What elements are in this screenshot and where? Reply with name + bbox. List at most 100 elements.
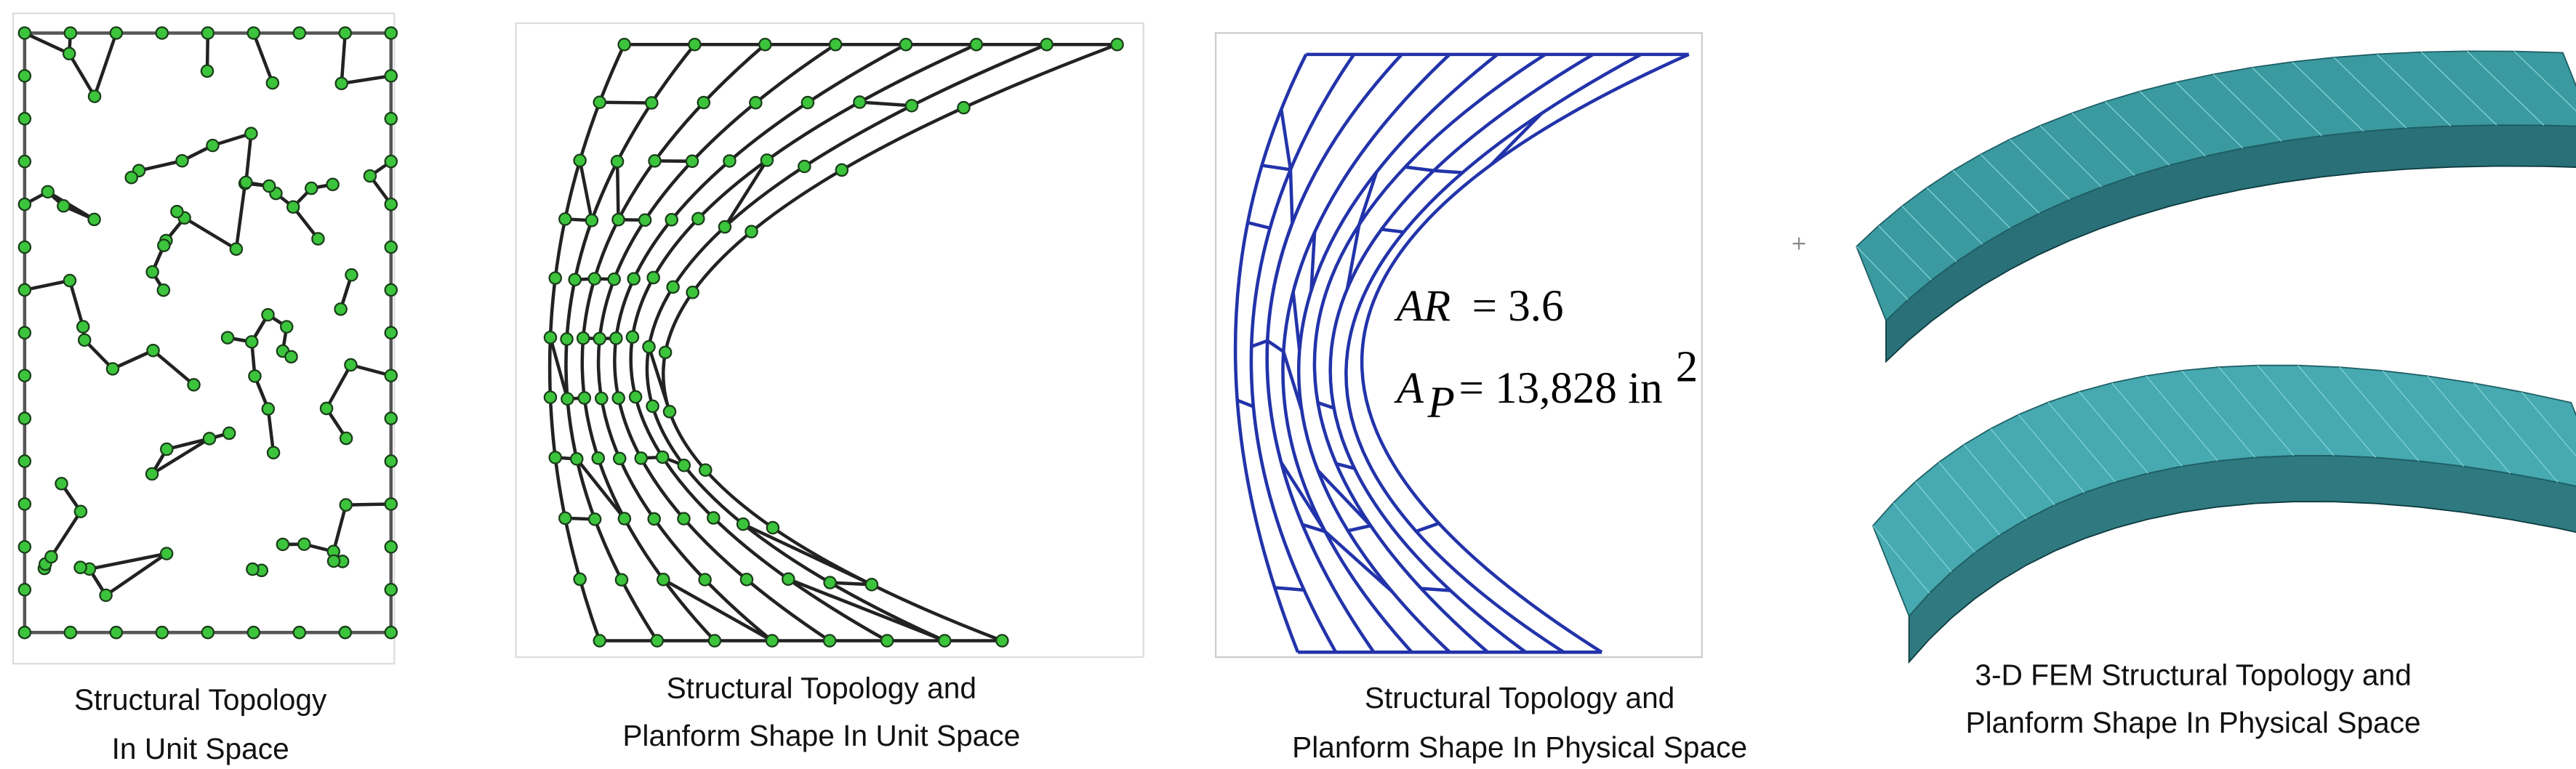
node bbox=[707, 634, 722, 648]
edge bbox=[2297, 365, 2376, 458]
equation-value: = 3.6 bbox=[1472, 282, 1564, 331]
edge bbox=[152, 349, 196, 387]
edge bbox=[244, 133, 253, 183]
node bbox=[170, 204, 184, 219]
edge bbox=[1236, 398, 1254, 408]
node bbox=[594, 391, 609, 406]
edge bbox=[92, 32, 119, 97]
node bbox=[76, 320, 90, 334]
node bbox=[229, 242, 244, 256]
edge bbox=[89, 552, 167, 571]
edge bbox=[1415, 521, 1440, 534]
edge bbox=[266, 408, 276, 454]
edge bbox=[2473, 382, 2559, 483]
node bbox=[760, 153, 774, 167]
node bbox=[266, 446, 281, 460]
node bbox=[17, 625, 32, 640]
node bbox=[155, 26, 169, 40]
node bbox=[736, 517, 750, 531]
edge bbox=[2181, 370, 2255, 458]
caption: 3-D FEM Structural Topology and bbox=[1975, 659, 2411, 692]
node bbox=[261, 402, 276, 416]
edge bbox=[138, 159, 183, 173]
edge bbox=[1990, 428, 2055, 506]
edge bbox=[2111, 382, 2183, 467]
node bbox=[44, 549, 58, 564]
node bbox=[591, 451, 606, 465]
node bbox=[326, 177, 340, 192]
node bbox=[718, 220, 732, 234]
edge bbox=[325, 363, 353, 410]
node bbox=[698, 463, 713, 477]
node bbox=[685, 154, 699, 169]
node bbox=[384, 154, 398, 169]
node bbox=[646, 270, 660, 285]
node bbox=[1110, 38, 1124, 52]
edge bbox=[662, 578, 774, 643]
node bbox=[573, 153, 587, 168]
node bbox=[798, 159, 811, 174]
edge bbox=[2292, 61, 2364, 132]
edge bbox=[575, 457, 626, 520]
node bbox=[384, 540, 398, 554]
node bbox=[995, 634, 1009, 648]
edge bbox=[340, 33, 348, 84]
edge bbox=[1288, 169, 1294, 224]
node bbox=[698, 573, 712, 587]
edge bbox=[1938, 462, 2001, 536]
node bbox=[665, 213, 678, 227]
edge bbox=[1893, 502, 1952, 573]
node bbox=[17, 240, 32, 254]
edge bbox=[23, 31, 71, 55]
node bbox=[558, 511, 572, 526]
node bbox=[17, 583, 32, 597]
node bbox=[334, 76, 348, 91]
node bbox=[568, 273, 582, 286]
node bbox=[384, 197, 398, 212]
edge bbox=[1381, 228, 1405, 234]
node bbox=[384, 625, 398, 640]
node bbox=[611, 391, 625, 405]
caption: In Unit Space bbox=[112, 732, 289, 765]
node bbox=[145, 265, 159, 279]
caption: Structural Topology bbox=[74, 683, 327, 716]
node bbox=[662, 405, 677, 419]
node bbox=[222, 426, 236, 440]
edge bbox=[615, 161, 620, 220]
node bbox=[822, 634, 837, 648]
node bbox=[17, 26, 32, 40]
edge bbox=[2513, 51, 2576, 112]
edge bbox=[723, 159, 769, 228]
edge bbox=[1980, 153, 2040, 214]
panel-frame bbox=[1214, 32, 1704, 659]
node bbox=[73, 560, 87, 574]
node bbox=[627, 272, 641, 286]
node bbox=[363, 169, 377, 183]
node bbox=[560, 332, 574, 346]
edge bbox=[1282, 351, 1304, 411]
node bbox=[105, 362, 120, 376]
edge bbox=[787, 577, 946, 643]
node bbox=[248, 369, 262, 383]
node bbox=[77, 333, 92, 347]
node bbox=[384, 454, 398, 468]
edge bbox=[105, 552, 168, 597]
node bbox=[548, 451, 562, 464]
node bbox=[334, 302, 348, 316]
node bbox=[17, 326, 32, 340]
edge bbox=[2175, 81, 2244, 149]
edge bbox=[742, 523, 872, 587]
edge bbox=[1309, 232, 1317, 291]
node bbox=[146, 343, 160, 358]
caption: Planform Shape In Physical Space bbox=[1292, 730, 1747, 764]
edge bbox=[2039, 125, 2102, 188]
node bbox=[801, 95, 815, 110]
node bbox=[246, 625, 261, 640]
node bbox=[384, 240, 398, 254]
node bbox=[648, 154, 662, 168]
edge bbox=[252, 32, 274, 84]
node bbox=[284, 350, 298, 364]
edge bbox=[2376, 54, 2452, 126]
node bbox=[339, 498, 353, 512]
